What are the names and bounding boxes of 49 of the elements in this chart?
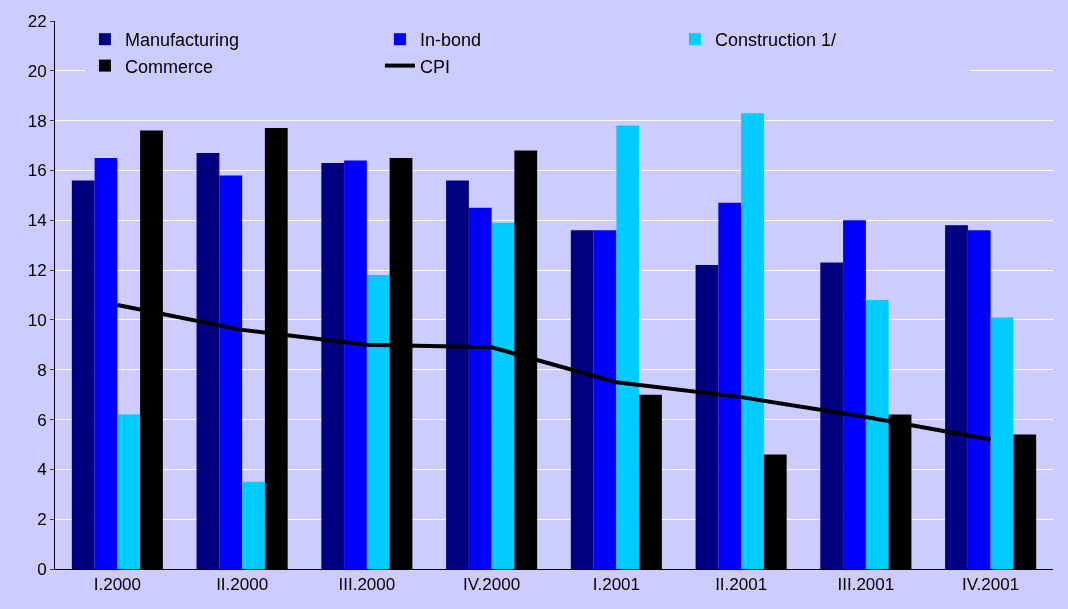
x-tick-label: II.2000	[216, 575, 269, 595]
x-tick-label: III.2001	[837, 575, 895, 595]
bar	[570, 230, 594, 569]
bar	[71, 180, 95, 569]
y-tick-label: 6	[37, 410, 47, 430]
y-tick-label: 2	[37, 510, 47, 530]
y-tick-label: 14	[27, 211, 47, 231]
legend-label: CPI	[419, 56, 450, 77]
legend-label: Commerce	[124, 56, 213, 77]
bar	[990, 317, 1014, 569]
y-tick-label: 22	[27, 11, 47, 31]
x-tick-label: IV.2001	[962, 575, 1020, 595]
y-tick-label: 4	[37, 460, 47, 480]
bar	[219, 175, 243, 569]
bar	[741, 113, 764, 569]
y-tick-label: 10	[27, 310, 47, 330]
bar	[843, 220, 866, 569]
bar	[468, 207, 492, 569]
y-tick-label: 8	[37, 360, 47, 380]
x-tick-label: IV.2000	[463, 575, 521, 595]
bar	[196, 153, 220, 569]
bar	[491, 222, 515, 569]
bar	[593, 230, 617, 569]
legend-label: In-bond	[419, 30, 481, 51]
bar	[945, 225, 968, 569]
bar	[242, 481, 265, 569]
y-tick-label: 20	[27, 61, 47, 81]
x-tick-label: I.2001	[592, 575, 641, 595]
bar	[967, 230, 991, 569]
bar	[718, 202, 742, 569]
bar	[366, 275, 390, 569]
y-tick-label: 0	[37, 559, 47, 579]
x-tick-label: III.2000	[338, 575, 396, 595]
legend-label: Construction 1/	[714, 30, 836, 51]
bar	[344, 160, 367, 569]
x-tick-label: I.2000	[93, 575, 142, 595]
bar	[616, 125, 640, 569]
x-tick-label: II.2001	[715, 575, 768, 595]
legend-label: Manufacturing	[124, 30, 240, 51]
y-tick-label: 18	[27, 111, 47, 131]
bar	[94, 158, 118, 569]
bar	[695, 265, 719, 569]
y-tick-label: 16	[27, 161, 47, 181]
bar	[446, 180, 469, 569]
bar	[865, 299, 889, 569]
bar	[321, 162, 345, 569]
bar	[117, 414, 141, 569]
y-tick-label: 12	[27, 261, 47, 281]
bar	[820, 262, 844, 569]
